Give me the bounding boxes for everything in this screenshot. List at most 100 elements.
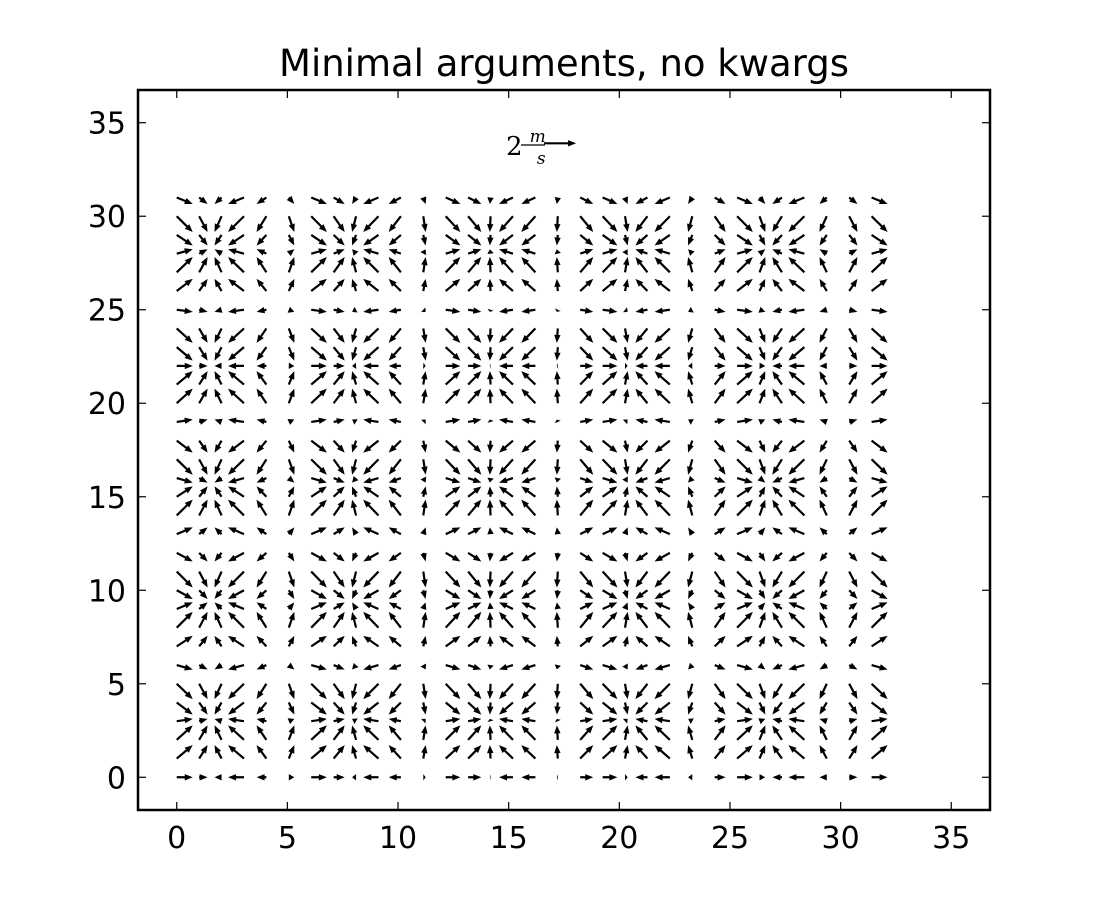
quiver-arrow [287,718,295,725]
quiver-arrow [445,701,461,715]
quiver-arrow [256,570,268,588]
quiver-arrow [848,725,858,741]
quiver-arrow [388,476,402,483]
quiver-arrow [421,388,428,404]
quiver-arrow [554,635,561,647]
quiver-arrow [351,635,358,647]
quiver-arrow [228,499,245,517]
quiver-arrow [363,196,379,204]
quiver-arrow [487,249,494,255]
quiver-arrow [420,278,428,292]
quiver-arrow [848,683,858,700]
quiver-arrow [423,774,426,781]
quiver-arrow [286,602,295,611]
quiver-arrow [601,278,618,292]
quiver-arrow [198,458,208,475]
quiver-arrow [499,371,514,386]
quiver-arrow [228,362,244,370]
quiver-arrow [688,527,695,536]
quiver-arrow [467,499,482,517]
quiver-arrow [214,257,223,273]
quiver-arrow [363,327,380,343]
quiver-arrow [521,257,537,274]
quiver-arrow [579,257,594,274]
quiver-arrow [487,725,494,740]
quiver-arrow [580,717,594,724]
quiver-arrow [228,346,245,361]
quiver-arrow [688,234,694,246]
quiver-arrow [871,589,888,599]
quiver-arrow [287,388,295,404]
quiver-arrow [176,774,193,781]
quiver-arrow [420,249,427,256]
quiver-arrow [871,196,888,204]
quiver-arrow [287,725,295,741]
quiver-arrow [687,702,694,715]
quiver-arrow [654,701,671,715]
quiver-arrow [713,371,726,386]
quiver-arrow [580,307,594,314]
quiver-arrow [198,196,208,204]
quiver-arrow [445,527,461,536]
quiver-arrow [772,527,783,536]
quiver-arrow [198,589,208,599]
quiver-arrow [175,257,193,274]
quiver-arrow [333,663,345,670]
quiver-arrow [228,257,245,274]
quiver-arrow [713,388,726,404]
quiver-arrow [388,458,402,475]
quiver-arrow [332,371,345,386]
quiver-arrow [713,745,726,760]
quiver-arrow [363,527,379,536]
quiver-arrow [256,745,268,760]
quiver-arrow [310,664,327,671]
quiver-arrow [848,371,858,386]
quiver-arrow [421,257,428,273]
quiver-arrow [788,602,805,610]
quiver-arrow [198,527,208,536]
quiver-arrow [310,589,327,599]
quiver-arrow [654,477,671,484]
quiver-arrow [654,417,671,424]
quiver-arrow [420,486,427,497]
quiver-arrow [487,371,494,385]
quiver-arrow [602,417,618,424]
quiver-arrow [256,602,267,610]
quiver-arrow [198,486,208,498]
quiver-arrow [713,278,726,292]
quiver-key-arrow [544,140,577,147]
quiver-arrow [654,527,671,536]
quiver-arrow [602,589,618,599]
quiver-arrow [467,458,482,475]
quiver-arrow [737,774,753,781]
quiver-arrow [363,439,380,453]
quiver-arrow [468,362,482,370]
quiver-arrow [352,589,359,599]
quiver-arrow [788,248,805,255]
quiver-arrow [635,527,648,536]
quiver-arrow [420,527,427,536]
quiver-arrow [788,439,806,453]
quiver-arrow [228,611,245,629]
quiver-arrow [819,527,828,536]
quiver-arrow [848,571,858,588]
quiver-arrow [622,527,629,536]
quiver-arrow [579,663,594,670]
quiver-arrow [758,611,766,629]
quiver-arrow [214,278,223,292]
quiver-arrow [214,602,223,611]
quiver-arrow [602,307,618,314]
quiver-arrow [736,327,753,343]
quiver-arrow [310,570,327,588]
quiver-arrow [332,234,345,246]
quiver-arrow [287,346,295,361]
quiver-arrow [848,635,858,648]
quiver-arrow [870,611,888,629]
quiver-arrow [654,346,671,361]
quiver-arrow [687,328,694,343]
quiver-arrow [819,745,828,760]
quiver-arrow [554,527,561,535]
quiver-arrow [311,307,327,314]
quiver-arrow [499,486,514,498]
